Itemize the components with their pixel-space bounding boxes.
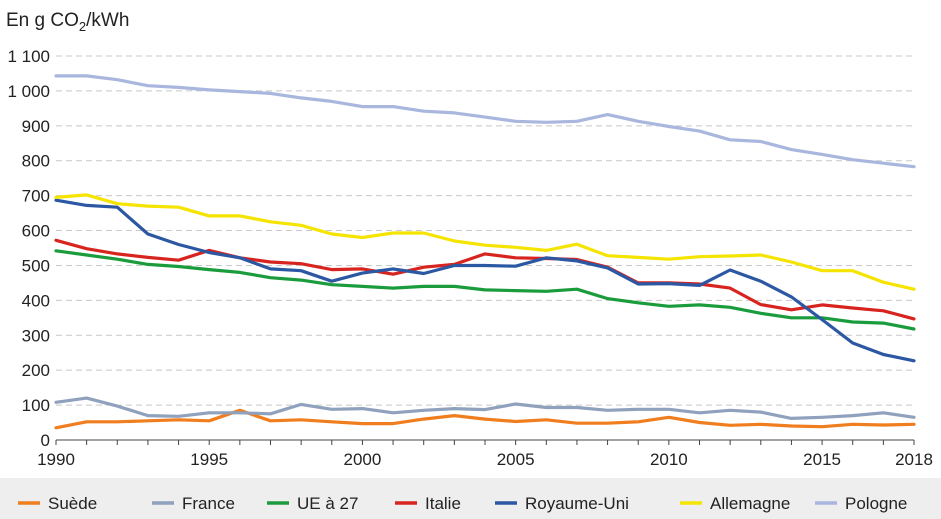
y-tick-label: 600 — [22, 222, 50, 241]
series-line-ue-a-27 — [54, 249, 916, 331]
chart-title-subscript: 2 — [79, 19, 86, 34]
series-line-allemagne — [54, 193, 916, 291]
legend-label-italie: Italie — [425, 494, 461, 513]
y-tick-label: 500 — [22, 256, 50, 275]
y-tick-label: 1 100 — [7, 47, 50, 66]
legend-label-ue-a-27: UE à 27 — [297, 494, 358, 513]
gridlines — [56, 55, 914, 406]
x-tick-label: 1990 — [37, 450, 75, 469]
x-tick-label: 1995 — [190, 450, 228, 469]
x-tick-label: 2018 — [895, 450, 933, 469]
legend-label-pologne: Pologne — [845, 494, 907, 513]
chart-title-main: En g CO — [6, 10, 79, 31]
y-tick-label: 100 — [22, 396, 50, 415]
y-tick-label: 0 — [41, 431, 50, 450]
x-tick-label: 2000 — [344, 450, 382, 469]
legend-label-france: France — [182, 494, 235, 513]
legend-background — [0, 478, 941, 519]
chart-title-unit: /kWh — [86, 10, 129, 31]
y-tick-label: 1 000 — [7, 82, 50, 101]
x-tick-label: 2015 — [803, 450, 841, 469]
legend: Suède France UE à 27 Italie Royaume-Uni Allem… — [18, 494, 907, 513]
y-tick-label: 700 — [22, 187, 50, 206]
x-tick-label: 2005 — [497, 450, 535, 469]
series-line-royaume-uni — [54, 198, 916, 363]
y-tick-label: 900 — [22, 117, 50, 136]
y-tick-label: 300 — [22, 326, 50, 345]
legend-label-suede: Suède — [48, 494, 97, 513]
y-tick-label: 800 — [22, 152, 50, 171]
y-tick-label: 200 — [22, 361, 50, 380]
chart-title: En g CO2/kWh — [6, 10, 129, 34]
legend-label-allemagne: Allemagne — [710, 494, 790, 513]
legend-label-royaume-uni: Royaume-Uni — [525, 494, 629, 513]
axes: 0 100 200 300 400 500 600 700 800 900 1 000 1 100 19… — [7, 47, 932, 469]
series-line-pologne — [54, 74, 916, 169]
series-line-italie — [54, 238, 916, 321]
series-line-suede — [54, 408, 916, 430]
x-tick-label: 2010 — [650, 450, 688, 469]
series-line-france — [54, 396, 916, 420]
y-tick-label: 400 — [22, 291, 50, 310]
series-lines — [54, 74, 916, 430]
